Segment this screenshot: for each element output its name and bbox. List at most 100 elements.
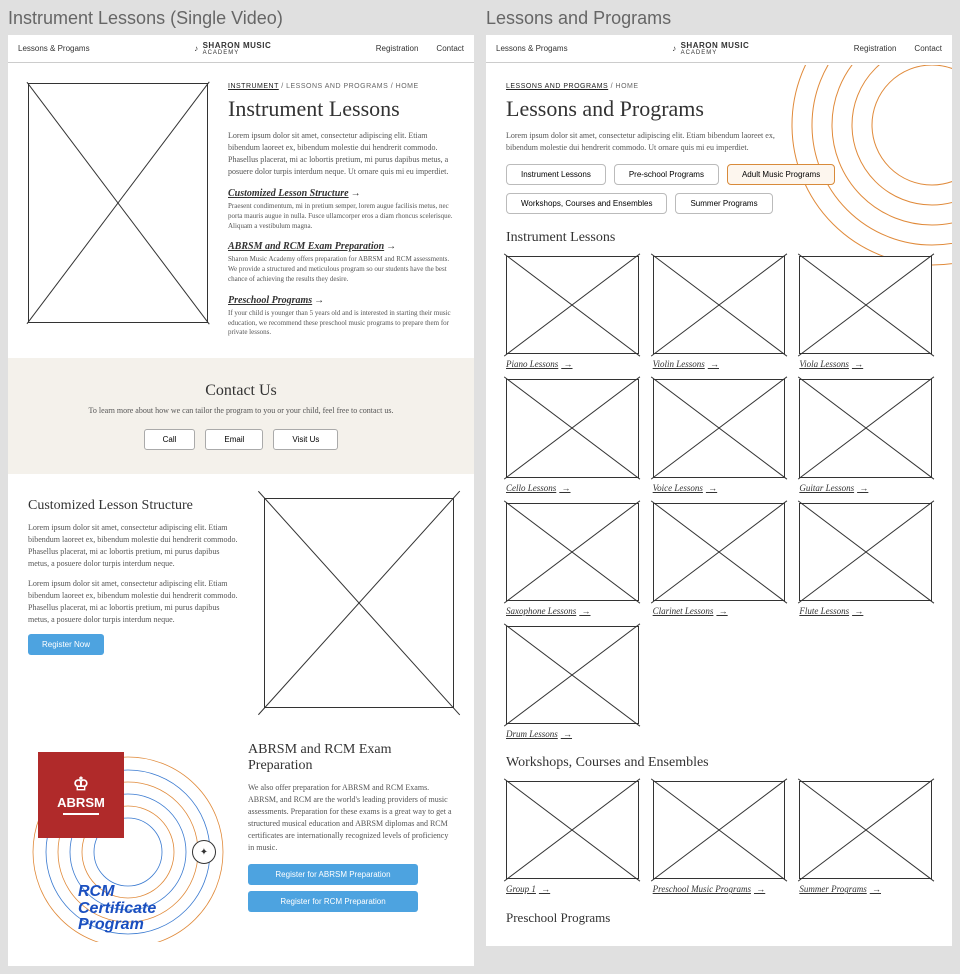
rcm-seal-icon: ✦ <box>192 840 216 864</box>
call-button[interactable]: Call <box>144 429 196 450</box>
card-group-[interactable]: Group 1 → <box>506 781 639 894</box>
hero-image-placeholder <box>28 83 208 323</box>
chip-workshops-courses-and-ensembles[interactable]: Workshops, Courses and Ensembles <box>506 193 667 214</box>
card-label[interactable]: Piano Lessons → <box>506 359 639 369</box>
card-image-placeholder <box>506 256 639 354</box>
logo-icon: ♪ <box>194 44 199 53</box>
register-now-button[interactable]: Register Now <box>28 634 104 655</box>
card-flute-lessons[interactable]: Flute Lessons → <box>799 503 932 616</box>
card-label[interactable]: Viola Lessons → <box>799 359 932 369</box>
abrsm-badge: ♔ ABRSM <box>38 752 124 838</box>
register-abrsm-button[interactable]: Register for ABRSM Preparation <box>248 864 418 885</box>
cls-image-placeholder <box>264 498 454 708</box>
contact-body: To learn more about how we can tailor th… <box>28 406 454 415</box>
visit-button[interactable]: Visit Us <box>273 429 338 450</box>
card-image-placeholder <box>653 256 786 354</box>
chip-instrument-lessons[interactable]: Instrument Lessons <box>506 164 606 185</box>
logo[interactable]: ♪ SHARON MUSIC ACADEMY <box>672 41 749 56</box>
register-rcm-button[interactable]: Register for RCM Preparation <box>248 891 418 912</box>
crumb-lessons[interactable]: LESSONS AND PROGRAMS <box>506 83 608 90</box>
card-label[interactable]: Clarinet Lessons → <box>653 606 786 616</box>
abrsm-artwork: ♔ ABRSM ✦ RCM Certificate Program <box>28 742 228 942</box>
card-label[interactable]: Flute Lessons → <box>799 606 932 616</box>
crumb-home[interactable]: HOME <box>396 83 419 90</box>
abrsm-body: We also offer preparation for ABRSM and … <box>248 782 454 854</box>
crumb-home[interactable]: HOME <box>616 83 639 90</box>
section-instrument-title: Instrument Lessons <box>506 230 932 246</box>
category-chips: Instrument Lessons Pre-school Programs Adu… <box>506 164 932 214</box>
link-cls-body: Praesent condimentum, mi in pretium semp… <box>228 202 454 231</box>
card-image-placeholder <box>506 379 639 477</box>
link-cls[interactable]: Customized Lesson Structure → <box>228 188 454 199</box>
link-preschool-body: If your child is younger than 5 years ol… <box>228 309 454 338</box>
link-preschool[interactable]: Preschool Programs → <box>228 295 454 306</box>
card-image-placeholder <box>653 379 786 477</box>
chip-summer-programs[interactable]: Summer Programs <box>675 193 772 214</box>
card-image-placeholder <box>506 503 639 601</box>
card-image-placeholder <box>799 503 932 601</box>
crumb-lessons[interactable]: LESSONS AND PROGRAMS <box>286 83 388 90</box>
section-workshops-title: Workshops, Courses and Ensembles <box>506 755 932 771</box>
card-saxophone-lessons[interactable]: Saxophone Lessons → <box>506 503 639 616</box>
card-label[interactable]: Summer Programs → <box>799 884 932 894</box>
nav-registration[interactable]: Registration <box>854 44 897 53</box>
card-preschool-music-programs[interactable]: Preschool Music Programs → <box>653 781 786 894</box>
card-image-placeholder <box>506 781 639 879</box>
card-label[interactable]: Voice Lessons → <box>653 483 786 493</box>
cls-p1: Lorem ipsum dolor sit amet, consectetur … <box>28 522 242 570</box>
chip-pre-school-programs[interactable]: Pre-school Programs <box>614 164 719 185</box>
card-clarinet-lessons[interactable]: Clarinet Lessons → <box>653 503 786 616</box>
chip-adult-music-programs[interactable]: Adult Music Programs <box>727 164 835 185</box>
panel-title-right: Lessons and Programs <box>486 8 952 29</box>
topbar: Lessons & Progams ♪ SHARON MUSIC ACADEMY… <box>8 35 474 63</box>
card-violin-lessons[interactable]: Violin Lessons → <box>653 256 786 369</box>
logo[interactable]: ♪ SHARON MUSIC ACADEMY <box>194 41 271 56</box>
card-image-placeholder <box>653 781 786 879</box>
card-label[interactable]: Guitar Lessons → <box>799 483 932 493</box>
panel-title-left: Instrument Lessons (Single Video) <box>8 8 474 29</box>
card-piano-lessons[interactable]: Piano Lessons → <box>506 256 639 369</box>
card-summer-programs[interactable]: Summer Programs → <box>799 781 932 894</box>
email-button[interactable]: Email <box>205 429 263 450</box>
breadcrumb: INSTRUMENT / LESSONS AND PROGRAMS / HOME <box>228 83 454 90</box>
nav-contact[interactable]: Contact <box>914 44 942 53</box>
breadcrumb: LESSONS AND PROGRAMS / HOME <box>506 83 932 90</box>
topbar: Lessons & Progams ♪ SHARON MUSIC ACADEMY… <box>486 35 952 63</box>
abrsm-title: ABRSM and RCM Exam Preparation <box>248 742 454 774</box>
card-label[interactable]: Drum Lessons → <box>506 729 639 739</box>
card-voice-lessons[interactable]: Voice Lessons → <box>653 379 786 492</box>
nav-registration[interactable]: Registration <box>376 44 419 53</box>
card-label[interactable]: Preschool Music Programs → <box>653 884 786 894</box>
card-image-placeholder <box>799 781 932 879</box>
card-image-placeholder <box>653 503 786 601</box>
lead-text: Lorem ipsum dolor sit amet, consectetur … <box>506 130 806 154</box>
contact-band: Contact Us To learn more about how we ca… <box>8 358 474 474</box>
logo-icon: ♪ <box>672 44 677 53</box>
cls-p2: Lorem ipsum dolor sit amet, consectetur … <box>28 578 242 626</box>
link-abrsm-body: Sharon Music Academy offers preparation … <box>228 255 454 284</box>
page-title: Instrument Lessons <box>228 96 454 122</box>
crumb-instrument[interactable]: INSTRUMENT <box>228 83 279 90</box>
nav-lessons[interactable]: Lessons & Progams <box>496 44 568 53</box>
card-label[interactable]: Group 1 → <box>506 884 639 894</box>
section-preschool-title: Preschool Programs <box>506 910 932 926</box>
card-guitar-lessons[interactable]: Guitar Lessons → <box>799 379 932 492</box>
card-image-placeholder <box>799 379 932 477</box>
instrument-grid: Piano Lessons → Violin Lessons → Viola Les… <box>506 256 932 739</box>
cls-title: Customized Lesson Structure <box>28 498 242 514</box>
card-cello-lessons[interactable]: Cello Lessons → <box>506 379 639 492</box>
logo-sub: ACADEMY <box>681 50 750 56</box>
crown-icon: ♔ <box>73 775 89 793</box>
card-label[interactable]: Saxophone Lessons → <box>506 606 639 616</box>
nav-lessons[interactable]: Lessons & Progams <box>18 44 90 53</box>
card-image-placeholder <box>799 256 932 354</box>
card-label[interactable]: Violin Lessons → <box>653 359 786 369</box>
rcm-text: RCM Certificate Program <box>78 884 156 934</box>
page-title: Lessons and Programs <box>506 96 932 122</box>
card-viola-lessons[interactable]: Viola Lessons → <box>799 256 932 369</box>
link-abrsm[interactable]: ABRSM and RCM Exam Preparation → <box>228 241 454 252</box>
card-drum-lessons[interactable]: Drum Lessons → <box>506 626 639 739</box>
nav-contact[interactable]: Contact <box>436 44 464 53</box>
logo-text: SHARON MUSIC <box>681 41 750 50</box>
card-label[interactable]: Cello Lessons → <box>506 483 639 493</box>
